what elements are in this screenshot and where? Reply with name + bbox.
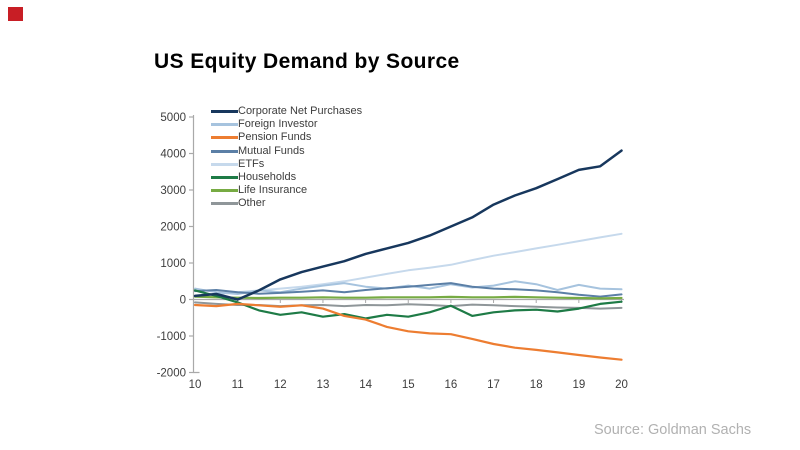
y-axis-label: 3000 <box>160 185 186 197</box>
legend-item: Corporate Net Purchases <box>211 105 362 118</box>
x-axis-label: 17 <box>487 379 500 391</box>
x-axis-label: 12 <box>274 379 287 391</box>
legend-label: Other <box>238 197 266 210</box>
legend-swatch <box>211 136 238 140</box>
legend-item: Households <box>211 171 362 184</box>
x-axis-label: 13 <box>317 379 330 391</box>
x-axis-label: 18 <box>530 379 543 391</box>
series-line-etfs <box>194 232 623 297</box>
legend-label: Pension Funds <box>238 131 312 144</box>
x-axis-label: 14 <box>359 379 372 391</box>
x-axis-label: 10 <box>189 379 202 391</box>
y-axis-label: 1000 <box>160 258 186 270</box>
legend-swatch <box>211 123 238 127</box>
legend-label: ETFs <box>238 157 265 170</box>
y-axis-line <box>192 115 200 374</box>
legend-item: Life Insurance <box>211 184 362 197</box>
legend-swatch <box>211 176 238 180</box>
legend-item: Pension Funds <box>211 131 362 144</box>
series-line-life-insurance <box>193 295 623 300</box>
y-axis-label: 0 <box>180 295 186 307</box>
x-axis-label: 15 <box>402 379 415 391</box>
chart-title: US Equity Demand by Source <box>154 50 460 73</box>
chart-legend: Corporate Net Purchases Foreign Investor P… <box>211 105 362 211</box>
series-line-corporate-net-purchases <box>193 149 623 301</box>
legend-item: Other <box>211 197 362 210</box>
legend-item: Foreign Investor <box>211 118 362 131</box>
legend-swatch <box>211 162 238 166</box>
legend-item: ETFs <box>211 158 362 171</box>
legend-swatch <box>211 189 238 193</box>
legend-label: Foreign Investor <box>238 118 318 131</box>
legend-label: Households <box>238 171 297 184</box>
legend-swatch <box>211 202 238 206</box>
series-line-foreign-investor <box>194 280 623 295</box>
x-axis-label: 20 <box>615 379 628 391</box>
legend-label: Corporate Net Purchases <box>238 105 363 118</box>
y-axis-label: -2000 <box>157 368 186 380</box>
legend-swatch <box>211 110 238 114</box>
x-axis-label: 11 <box>232 379 244 391</box>
series-line-mutual-funds <box>194 282 623 298</box>
source-note: Source: Goldman Sachs <box>594 422 752 438</box>
y-axis-label: 4000 <box>160 149 186 161</box>
y-axis-label: 2000 <box>160 222 186 234</box>
y-axis-label: 5000 <box>160 112 186 124</box>
x-axis-label: 19 <box>572 379 585 391</box>
legend-item: Mutual Funds <box>211 145 362 158</box>
legend-swatch <box>211 149 238 153</box>
red-accent-square <box>8 7 23 21</box>
series-line-households <box>193 289 623 320</box>
y-axis-label: -1000 <box>157 331 186 343</box>
legend-label: Life Insurance <box>238 184 308 197</box>
x-axis-label: 16 <box>445 379 458 391</box>
legend-label: Mutual Funds <box>238 144 305 157</box>
series-line-pension-funds <box>193 302 623 361</box>
